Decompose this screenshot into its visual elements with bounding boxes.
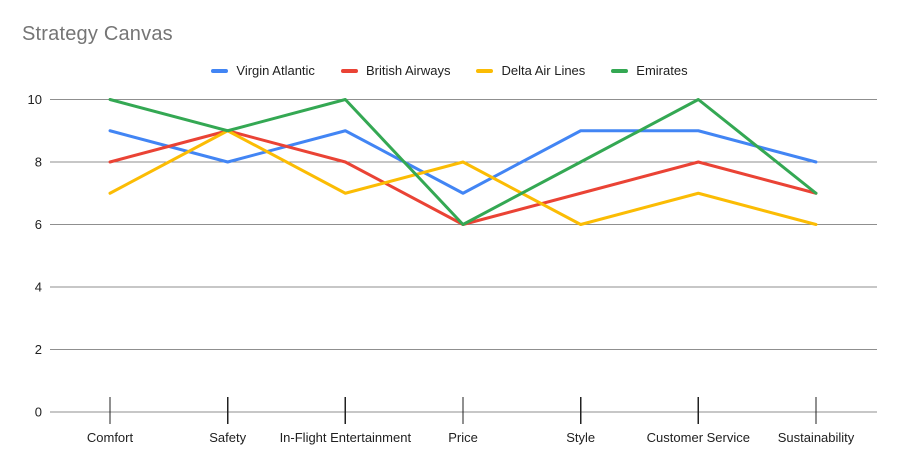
legend-label: Delta Air Lines [501, 63, 586, 78]
y-axis-tick-label: 6 [35, 217, 42, 232]
legend-swatch-emirates-icon [611, 68, 629, 73]
series-line-delta-air-lines [108, 129, 818, 226]
legend-label: Virgin Atlantic [236, 63, 315, 78]
legend-swatch-british-airways-icon [340, 68, 358, 73]
legend-label: British Airways [365, 63, 451, 78]
x-axis-category-label: Style [566, 430, 595, 445]
y-axis-tick-label: 4 [35, 280, 42, 295]
legend-item-virgin-atlantic: Virgin Atlantic [211, 63, 315, 78]
x-axis-category-label: Customer Service [647, 430, 750, 445]
legend-swatch-delta-air-lines-icon [476, 68, 494, 73]
chart-legend: Virgin Atlantic British Airways Delta Ai… [0, 63, 899, 78]
y-axis-tick-label: 8 [35, 155, 42, 170]
legend-swatch-virgin-atlantic-icon [211, 68, 229, 73]
x-axis-category-label: In-Flight Entertainment [280, 430, 412, 445]
y-axis-tick-label: 0 [35, 405, 42, 420]
legend-item-british-airways: British Airways [340, 63, 451, 78]
chart-title: Strategy Canvas [22, 23, 173, 45]
y-axis-tick-label: 2 [35, 342, 42, 357]
x-axis-category-label: Comfort [87, 430, 134, 445]
series-line-british-airways [108, 129, 818, 226]
x-axis-category-label: Sustainability [778, 430, 855, 445]
x-axis-category-label: Price [448, 430, 478, 445]
legend-label: Emirates [636, 63, 688, 78]
x-axis-category-label: Safety [209, 430, 246, 445]
legend-item-delta-air-lines: Delta Air Lines [476, 63, 585, 78]
series-line-emirates [108, 98, 818, 226]
legend-item-emirates: Emirates [611, 63, 688, 78]
y-axis-tick-label: 10 [28, 92, 42, 107]
series-line-virgin-atlantic [108, 129, 818, 195]
